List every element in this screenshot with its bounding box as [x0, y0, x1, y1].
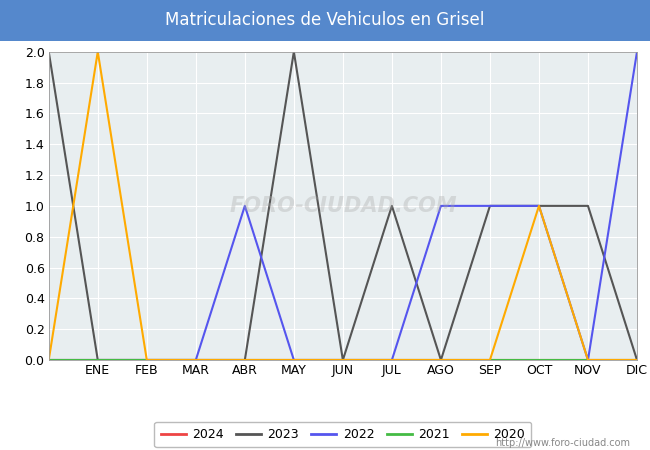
- 2021: [584, 357, 592, 363]
- 2021: [143, 357, 151, 363]
- 2022: [535, 203, 543, 209]
- 2021: [339, 357, 347, 363]
- 2022: [584, 357, 592, 363]
- 2024: [584, 357, 592, 363]
- 2022: [290, 357, 298, 363]
- 2021: [486, 357, 494, 363]
- 2024: [486, 357, 494, 363]
- 2024: [192, 357, 200, 363]
- 2020: [584, 357, 592, 363]
- 2022: [94, 357, 101, 363]
- 2024: [388, 357, 396, 363]
- Text: FORO-CIUDAD.COM: FORO-CIUDAD.COM: [229, 196, 457, 216]
- 2022: [192, 357, 200, 363]
- Text: Matriculaciones de Vehiculos en Grisel: Matriculaciones de Vehiculos en Grisel: [165, 11, 485, 29]
- 2020: [143, 357, 151, 363]
- 2023: [290, 49, 298, 54]
- 2020: [94, 49, 101, 54]
- 2022: [437, 203, 445, 209]
- 2020: [486, 357, 494, 363]
- 2021: [388, 357, 396, 363]
- 2021: [633, 357, 641, 363]
- 2024: [94, 357, 101, 363]
- 2023: [486, 203, 494, 209]
- 2021: [94, 357, 101, 363]
- 2021: [437, 357, 445, 363]
- 2021: [290, 357, 298, 363]
- 2024: [437, 357, 445, 363]
- 2023: [633, 357, 641, 363]
- 2024: [339, 357, 347, 363]
- 2021: [45, 357, 53, 363]
- 2022: [143, 357, 151, 363]
- Legend: 2024, 2023, 2022, 2021, 2020: 2024, 2023, 2022, 2021, 2020: [155, 422, 532, 447]
- 2023: [339, 357, 347, 363]
- 2020: [437, 357, 445, 363]
- 2023: [192, 357, 200, 363]
- Line: 2022: 2022: [49, 52, 637, 360]
- 2021: [241, 357, 249, 363]
- 2024: [535, 357, 543, 363]
- 2023: [535, 203, 543, 209]
- 2022: [486, 203, 494, 209]
- 2023: [143, 357, 151, 363]
- 2023: [584, 203, 592, 209]
- 2020: [290, 357, 298, 363]
- 2024: [143, 357, 151, 363]
- 2021: [192, 357, 200, 363]
- 2023: [241, 357, 249, 363]
- 2021: [535, 357, 543, 363]
- 2022: [339, 357, 347, 363]
- 2023: [437, 357, 445, 363]
- 2024: [633, 357, 641, 363]
- 2020: [388, 357, 396, 363]
- 2023: [45, 49, 53, 54]
- Text: http://www.foro-ciudad.com: http://www.foro-ciudad.com: [495, 438, 630, 448]
- 2024: [45, 357, 53, 363]
- 2022: [633, 49, 641, 54]
- 2020: [633, 357, 641, 363]
- 2024: [241, 357, 249, 363]
- 2022: [45, 357, 53, 363]
- Line: 2023: 2023: [49, 52, 637, 360]
- 2024: [290, 357, 298, 363]
- 2020: [535, 203, 543, 209]
- 2022: [241, 203, 249, 209]
- 2020: [339, 357, 347, 363]
- 2020: [241, 357, 249, 363]
- 2022: [388, 357, 396, 363]
- Line: 2020: 2020: [49, 52, 637, 360]
- 2023: [388, 203, 396, 209]
- 2020: [45, 357, 53, 363]
- 2023: [94, 357, 101, 363]
- 2020: [192, 357, 200, 363]
